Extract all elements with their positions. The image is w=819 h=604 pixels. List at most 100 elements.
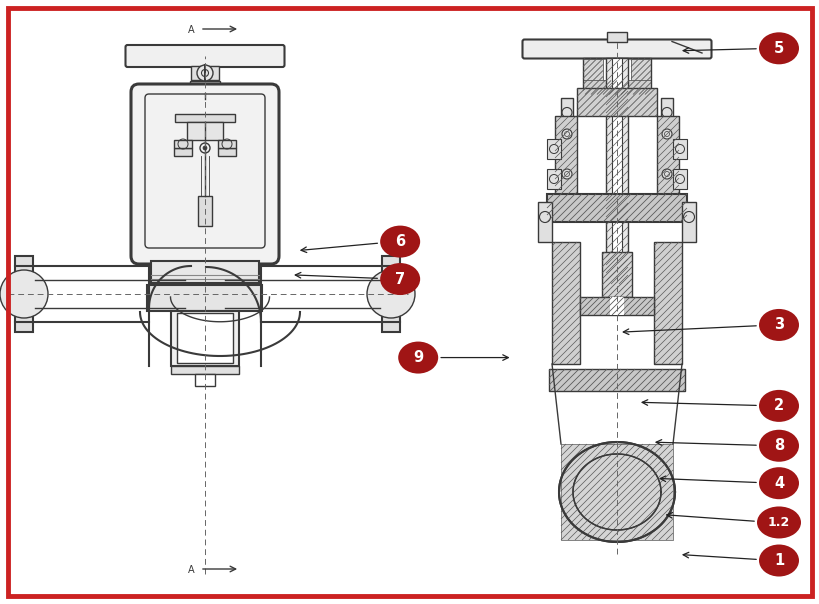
Polygon shape — [654, 467, 667, 475]
Ellipse shape — [758, 467, 798, 499]
Polygon shape — [563, 471, 577, 478]
Bar — [546, 194, 686, 222]
Bar — [171, 366, 238, 374]
Polygon shape — [656, 471, 670, 478]
Bar — [656, 117, 678, 194]
Polygon shape — [652, 462, 664, 471]
Bar — [656, 117, 678, 194]
Polygon shape — [618, 442, 621, 454]
Ellipse shape — [758, 309, 798, 341]
Bar — [642, 92, 650, 111]
Bar — [579, 297, 654, 315]
Text: 2: 2 — [773, 399, 783, 413]
Circle shape — [203, 146, 206, 150]
Bar — [177, 313, 233, 363]
Polygon shape — [660, 487, 674, 490]
Bar — [654, 242, 681, 364]
Bar — [549, 369, 684, 391]
Text: 6: 6 — [395, 234, 405, 249]
Bar — [218, 140, 236, 148]
Polygon shape — [658, 477, 672, 482]
Bar — [218, 148, 236, 156]
Circle shape — [661, 169, 672, 179]
Circle shape — [197, 65, 213, 81]
Bar — [554, 117, 577, 194]
Bar — [191, 66, 219, 80]
Text: 5: 5 — [773, 41, 783, 56]
Polygon shape — [559, 489, 572, 492]
Polygon shape — [559, 484, 572, 488]
Bar — [549, 369, 684, 391]
Bar — [174, 140, 192, 148]
Ellipse shape — [756, 507, 800, 538]
Polygon shape — [568, 462, 581, 471]
Bar — [582, 80, 650, 94]
Polygon shape — [570, 460, 582, 469]
Bar — [551, 242, 579, 364]
Polygon shape — [573, 456, 586, 466]
Polygon shape — [644, 452, 654, 463]
Polygon shape — [588, 447, 597, 459]
Polygon shape — [647, 456, 658, 466]
Text: 1.2: 1.2 — [767, 516, 790, 529]
Polygon shape — [640, 449, 649, 461]
Bar — [546, 139, 560, 159]
Bar — [560, 444, 672, 540]
Bar — [601, 252, 631, 297]
Polygon shape — [578, 452, 589, 463]
Bar — [609, 297, 623, 315]
Bar — [572, 487, 660, 497]
Bar — [195, 374, 215, 386]
Polygon shape — [559, 487, 572, 490]
Ellipse shape — [398, 342, 437, 373]
Text: A: A — [188, 565, 195, 575]
Bar — [197, 196, 212, 226]
Ellipse shape — [758, 33, 798, 64]
Polygon shape — [594, 445, 601, 457]
Ellipse shape — [380, 226, 419, 257]
Bar — [171, 311, 238, 366]
Bar — [190, 81, 219, 93]
Circle shape — [561, 129, 572, 139]
Polygon shape — [641, 451, 652, 462]
Polygon shape — [636, 447, 645, 459]
Bar — [605, 59, 627, 284]
Polygon shape — [645, 454, 657, 464]
Polygon shape — [560, 477, 574, 482]
Bar — [672, 139, 686, 159]
FancyBboxPatch shape — [522, 39, 711, 59]
Text: 8: 8 — [773, 439, 783, 453]
Polygon shape — [655, 469, 669, 477]
Polygon shape — [657, 474, 672, 480]
Polygon shape — [627, 443, 633, 455]
Text: 7: 7 — [395, 272, 405, 286]
Bar — [554, 117, 577, 194]
Ellipse shape — [758, 390, 798, 422]
Bar — [654, 242, 681, 364]
Polygon shape — [637, 448, 647, 460]
Bar — [672, 169, 686, 189]
Ellipse shape — [380, 263, 419, 295]
Bar — [605, 59, 627, 284]
Circle shape — [367, 270, 414, 318]
Polygon shape — [559, 481, 573, 486]
Circle shape — [0, 270, 48, 318]
Text: 3: 3 — [773, 318, 783, 332]
Polygon shape — [653, 464, 666, 473]
Bar — [546, 194, 686, 222]
Bar — [382, 256, 400, 332]
Polygon shape — [591, 446, 600, 458]
Bar — [546, 169, 560, 189]
Polygon shape — [659, 481, 673, 486]
Bar — [611, 59, 622, 289]
Polygon shape — [565, 467, 578, 475]
Bar — [582, 59, 650, 94]
Polygon shape — [600, 443, 606, 455]
Polygon shape — [586, 448, 595, 460]
Polygon shape — [660, 489, 674, 492]
Polygon shape — [629, 444, 636, 456]
Bar — [681, 202, 695, 242]
Bar — [660, 98, 672, 135]
Bar — [577, 89, 656, 117]
Bar — [631, 59, 650, 80]
